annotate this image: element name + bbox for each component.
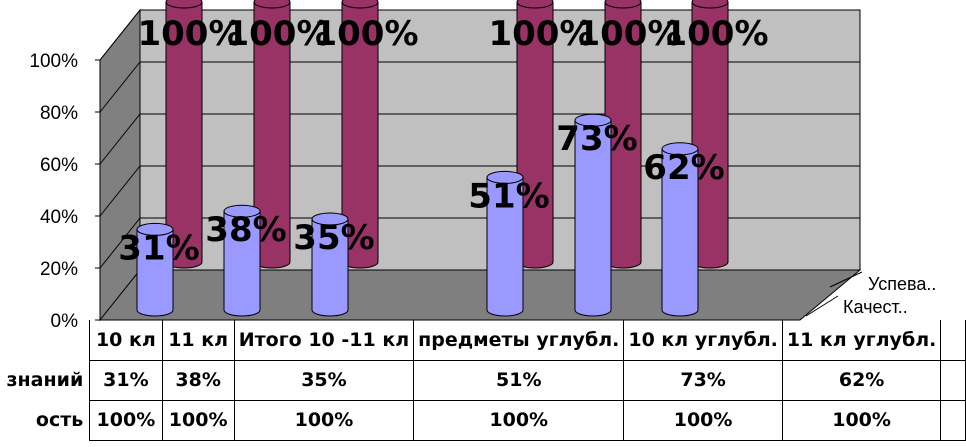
chart-floor bbox=[98, 269, 862, 321]
bar-series-1-top bbox=[574, 113, 612, 127]
table-cell: 38% bbox=[161, 359, 235, 401]
bar-series-2 bbox=[604, 0, 642, 269]
legend-line-series-2 bbox=[829, 271, 863, 288]
data-label-series-1: 35% bbox=[293, 218, 374, 258]
bars bbox=[136, 0, 729, 317]
bar-series-1-body bbox=[574, 119, 612, 317]
data-label-series-2: 100% bbox=[137, 14, 242, 54]
gridline-side bbox=[99, 9, 141, 61]
bar-series-2 bbox=[691, 0, 729, 269]
data-label-series-1: 62% bbox=[643, 148, 724, 188]
bar-series-1-top bbox=[223, 204, 261, 218]
empty-cell bbox=[940, 359, 966, 401]
y-tick-label: 20% bbox=[40, 259, 78, 280]
bar-series-1 bbox=[311, 212, 349, 317]
bar-series-2-top bbox=[341, 0, 379, 9]
table-cell: 35% bbox=[233, 359, 415, 401]
table-cell: 31% bbox=[89, 359, 163, 401]
category-header: 11 кл углубл. bbox=[781, 320, 942, 361]
data-label-series-2: 100% bbox=[663, 14, 768, 54]
table-corner bbox=[0, 320, 90, 360]
bar-series-1-body bbox=[661, 148, 699, 317]
table-cell: 100% bbox=[89, 399, 163, 441]
data-label-series-1: 73% bbox=[556, 119, 637, 159]
row-header: знаний bbox=[6, 369, 84, 391]
bar-series-2-top bbox=[253, 0, 291, 9]
bar-series-2-top bbox=[165, 0, 203, 9]
bar-series-1-body bbox=[136, 228, 174, 317]
legend-label-series-2: Успева.. bbox=[868, 274, 936, 294]
empty-cell bbox=[940, 320, 966, 361]
bar-series-2 bbox=[165, 0, 203, 269]
table-cell: 73% bbox=[623, 359, 783, 401]
bar-series-1-top bbox=[661, 142, 699, 156]
bar-series-2-top bbox=[691, 0, 729, 9]
chart-area: 0%20%40%60%80%100% 100%100%100% 100%100%1… bbox=[29, 0, 936, 330]
data-labels: 100%100%100% 100%100%100%31% 38% 35%51%73%6… bbox=[118, 14, 768, 268]
data-label-series-2: 100% bbox=[313, 14, 418, 54]
category-header: Итого 10 -11 кл bbox=[233, 320, 415, 361]
bar-series-1 bbox=[661, 142, 699, 317]
bar-series-2-top bbox=[516, 0, 554, 9]
data-label-series-1: 51% bbox=[468, 176, 549, 216]
legend-line-series-1 bbox=[805, 295, 839, 317]
gridline-side bbox=[99, 113, 141, 165]
bar-series-1-body bbox=[311, 218, 349, 317]
bar-series-1-body bbox=[486, 176, 524, 317]
category-header: 10 кл bbox=[89, 320, 163, 361]
chart-side-wall bbox=[99, 8, 141, 322]
row-header: ость bbox=[35, 409, 84, 431]
table-cell: 100% bbox=[623, 399, 783, 441]
legend: Успева.. Качест.. bbox=[805, 271, 936, 317]
bar-series-1-top bbox=[136, 222, 174, 236]
data-label-series-1: 38% bbox=[205, 210, 286, 250]
category-header: 11 кл bbox=[161, 320, 235, 361]
bar-series-1 bbox=[223, 204, 261, 317]
empty-cell bbox=[940, 399, 966, 441]
table-cell: 51% bbox=[413, 359, 625, 401]
data-label-series-1: 31% bbox=[118, 228, 199, 268]
bar-series-1-top bbox=[486, 170, 524, 184]
y-tick-label: 0% bbox=[51, 311, 79, 330]
gridline-side bbox=[99, 217, 141, 269]
y-tick-label: 100% bbox=[29, 51, 78, 72]
table-cell: 100% bbox=[233, 399, 415, 441]
bar-series-1-body bbox=[223, 210, 261, 317]
data-label-series-2: 100% bbox=[488, 14, 593, 54]
category-header: 10 кл углубл. bbox=[623, 320, 783, 361]
bar-series-1 bbox=[574, 113, 612, 317]
table-cell: 62% bbox=[781, 359, 942, 401]
table-row: ость 100% 100% 100% 100% 100% 100% bbox=[0, 399, 966, 441]
bar-series-2-top bbox=[604, 0, 642, 9]
y-tick-label: 80% bbox=[40, 103, 78, 124]
data-label-series-2: 100% bbox=[576, 14, 681, 54]
data-label-series-2: 100% bbox=[225, 14, 330, 54]
data-table: 10 кл 11 кл Итого 10 -11 кл предметы угл… bbox=[0, 320, 966, 441]
table-cell: 100% bbox=[781, 399, 942, 441]
category-header: предметы углубл. bbox=[413, 320, 625, 361]
table-row: знаний 31% 38% 35% 51% 73% 62% bbox=[0, 359, 966, 401]
bar-series-1-top bbox=[311, 212, 349, 226]
table-cell: 100% bbox=[161, 399, 235, 441]
legend-label-series-1: Качест.. bbox=[843, 297, 908, 317]
table-header-row: 10 кл 11 кл Итого 10 -11 кл предметы угл… bbox=[0, 320, 966, 361]
y-tick-label: 40% bbox=[40, 207, 78, 228]
y-axis-ticks: 0% 20% 40% 60% 80% 100% bbox=[29, 51, 100, 330]
gridline-side bbox=[99, 165, 141, 217]
bar-series-1 bbox=[486, 170, 524, 317]
y-tick-label: 60% bbox=[40, 155, 78, 176]
gridline-side bbox=[99, 61, 141, 113]
bar-series-1 bbox=[136, 222, 174, 317]
table-cell: 100% bbox=[413, 399, 625, 441]
